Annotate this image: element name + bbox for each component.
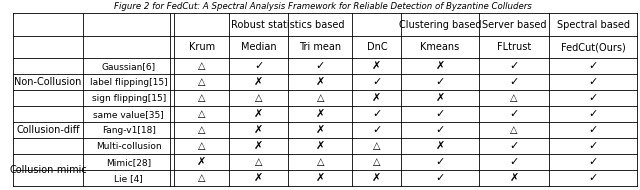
- Text: △: △: [255, 157, 262, 167]
- Text: ✗: ✗: [509, 173, 519, 183]
- Text: ✓: ✓: [588, 77, 598, 87]
- Text: FedCut(Ours): FedCut(Ours): [561, 42, 625, 52]
- Text: ✗: ✗: [316, 141, 325, 151]
- Text: △: △: [510, 93, 518, 103]
- Text: △: △: [255, 93, 262, 103]
- Text: △: △: [317, 93, 324, 103]
- Text: ✗: ✗: [372, 93, 381, 103]
- Text: ✗: ✗: [316, 173, 325, 183]
- Text: ✓: ✓: [588, 109, 598, 119]
- Text: △: △: [198, 173, 205, 183]
- Text: ✗: ✗: [316, 125, 325, 135]
- Text: △: △: [510, 125, 518, 135]
- Text: △: △: [198, 109, 205, 119]
- Text: △: △: [198, 125, 205, 135]
- Text: Kmeans: Kmeans: [420, 42, 460, 52]
- Text: △: △: [198, 93, 205, 103]
- Text: Lie [4]: Lie [4]: [115, 174, 143, 183]
- Text: ✗: ✗: [254, 125, 264, 135]
- Text: ✓: ✓: [588, 93, 598, 103]
- Text: ✗: ✗: [197, 157, 206, 167]
- Text: ✗: ✗: [254, 173, 264, 183]
- Text: ✓: ✓: [316, 61, 325, 71]
- Text: △: △: [373, 157, 381, 167]
- Text: ✗: ✗: [435, 93, 445, 103]
- Text: ✓: ✓: [588, 141, 598, 151]
- Text: ✗: ✗: [372, 61, 381, 71]
- Text: △: △: [198, 141, 205, 151]
- Text: ✗: ✗: [254, 77, 264, 87]
- Text: ✓: ✓: [372, 77, 381, 87]
- Text: Non-Collusion: Non-Collusion: [14, 77, 82, 87]
- Text: ✓: ✓: [435, 157, 445, 167]
- Text: ✗: ✗: [435, 141, 445, 151]
- Text: ✗: ✗: [316, 109, 325, 119]
- Text: ✗: ✗: [435, 61, 445, 71]
- Text: Robust statistics based: Robust statistics based: [231, 20, 344, 29]
- Text: △: △: [198, 61, 205, 71]
- Text: Gaussian[6]: Gaussian[6]: [102, 62, 156, 71]
- Text: ✓: ✓: [372, 109, 381, 119]
- Text: △: △: [198, 77, 205, 87]
- Text: sign flipping[15]: sign flipping[15]: [92, 94, 166, 103]
- Text: Clustering based: Clustering based: [399, 20, 481, 29]
- Text: ✓: ✓: [435, 173, 445, 183]
- Text: ✓: ✓: [435, 109, 445, 119]
- Text: ✓: ✓: [509, 77, 519, 87]
- Text: ✓: ✓: [588, 61, 598, 71]
- Text: Figure 2 for FedCut: A Spectral Analysis Framework for Reliable Detection of Byz: Figure 2 for FedCut: A Spectral Analysis…: [115, 2, 532, 11]
- Text: △: △: [373, 141, 381, 151]
- Text: Krum: Krum: [189, 42, 214, 52]
- Text: △: △: [317, 157, 324, 167]
- Text: ✗: ✗: [372, 173, 381, 183]
- Text: same value[35]: same value[35]: [93, 110, 164, 119]
- Text: ✓: ✓: [588, 125, 598, 135]
- Text: ✓: ✓: [254, 61, 264, 71]
- Text: Fang-v1[18]: Fang-v1[18]: [102, 126, 156, 135]
- Text: Tri mean: Tri mean: [300, 42, 341, 52]
- Text: ✓: ✓: [509, 109, 519, 119]
- Text: ✓: ✓: [588, 173, 598, 183]
- Text: Server based: Server based: [482, 20, 547, 29]
- Text: Collusion-diff: Collusion-diff: [16, 125, 79, 135]
- Text: ✓: ✓: [435, 125, 445, 135]
- Text: ✗: ✗: [254, 141, 264, 151]
- Text: ✓: ✓: [509, 141, 519, 151]
- Text: ✓: ✓: [509, 157, 519, 167]
- Text: ✓: ✓: [435, 77, 445, 87]
- Text: Median: Median: [241, 42, 276, 52]
- Text: ✓: ✓: [509, 61, 519, 71]
- Text: ✗: ✗: [316, 77, 325, 87]
- Text: DnC: DnC: [367, 42, 387, 52]
- Text: Spectral based: Spectral based: [557, 20, 630, 29]
- Text: ✗: ✗: [254, 109, 264, 119]
- Text: ✓: ✓: [588, 157, 598, 167]
- Text: Multi-collusion: Multi-collusion: [96, 142, 161, 151]
- Text: FLtrust: FLtrust: [497, 42, 531, 52]
- Text: Mimic[28]: Mimic[28]: [106, 158, 151, 167]
- Text: ✓: ✓: [372, 125, 381, 135]
- Text: Collusion-mimic: Collusion-mimic: [9, 165, 87, 175]
- Text: label flipping[15]: label flipping[15]: [90, 78, 168, 87]
